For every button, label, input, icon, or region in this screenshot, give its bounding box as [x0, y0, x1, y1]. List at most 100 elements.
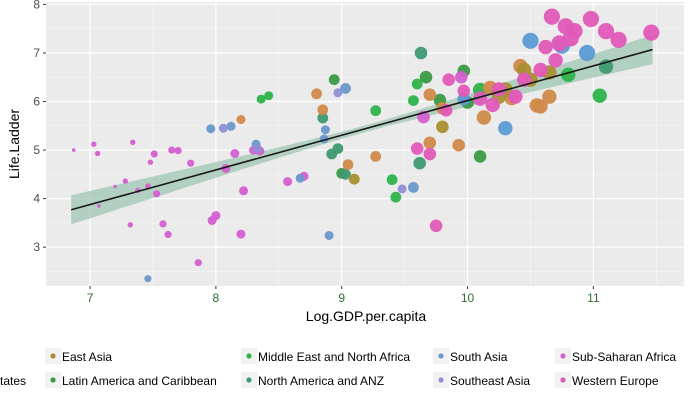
data-point	[538, 39, 553, 55]
data-point	[239, 186, 249, 196]
data-point	[429, 219, 443, 233]
legend-swatch	[50, 353, 56, 359]
data-point	[491, 82, 507, 97]
data-point	[582, 10, 600, 28]
grid-major	[46, 2, 684, 286]
legend-swatch	[560, 377, 566, 383]
x-tick-label: 8	[213, 291, 220, 305]
plot-background	[46, 2, 684, 286]
data-point	[252, 144, 262, 154]
data-point	[342, 159, 354, 171]
data-point	[597, 23, 615, 40]
data-point	[423, 136, 437, 150]
data-point	[159, 220, 167, 228]
data-point	[414, 46, 428, 60]
data-point	[317, 104, 329, 116]
data-point	[457, 84, 471, 98]
y-axis: 3 4 5 6 7 8	[33, 0, 46, 254]
legend-label: Latin America and Caribbean	[62, 374, 217, 388]
y-axis-title: Life.Ladder	[6, 109, 22, 179]
data-point	[127, 222, 133, 228]
data-point	[476, 110, 492, 125]
data-point	[145, 183, 151, 189]
data-point	[150, 150, 158, 158]
data-point	[236, 115, 246, 124]
data-point	[543, 8, 561, 25]
data-point	[452, 138, 466, 152]
y-tick-label: 3	[33, 240, 40, 254]
data-point	[311, 88, 322, 100]
data-point	[548, 53, 563, 68]
data-point	[472, 91, 488, 106]
data-point	[194, 259, 202, 267]
legend-swatch	[560, 353, 566, 359]
data-point	[522, 32, 539, 49]
y-tick-label: 8	[33, 0, 40, 11]
data-point	[164, 230, 172, 239]
data-point	[153, 190, 161, 198]
data-points	[71, 8, 660, 283]
y-tick-label: 5	[33, 143, 40, 157]
data-point	[97, 204, 101, 208]
legend-label: Middle East and North Africa	[258, 350, 410, 364]
data-point	[542, 89, 557, 104]
data-point	[283, 177, 293, 187]
data-point	[187, 159, 195, 167]
legend-label: South Asia	[450, 350, 508, 364]
data-point	[370, 151, 382, 162]
y-tick-label: 4	[33, 192, 40, 206]
legend-label: Southeast Asia	[450, 374, 530, 388]
legend: tates East Asia Latin America and Caribbe…	[0, 348, 676, 388]
data-point	[442, 73, 456, 86]
data-point	[147, 159, 154, 165]
trend-line-path	[70, 48, 653, 211]
data-point	[348, 173, 360, 185]
x-tick-label: 11	[587, 291, 600, 305]
data-point	[333, 88, 343, 98]
data-point	[320, 125, 330, 135]
x-tick-label: 7	[87, 291, 94, 305]
x-axis-title: Log.GDP.per.capita	[306, 308, 427, 324]
y-tick-label: 6	[33, 95, 40, 109]
data-point	[340, 168, 351, 180]
data-point	[122, 178, 128, 184]
data-point	[408, 182, 419, 193]
data-point	[419, 70, 433, 84]
legend-label: Sub-Saharan Africa	[572, 350, 676, 364]
y-tick-label: 7	[33, 46, 40, 60]
data-point	[423, 147, 437, 161]
data-point	[436, 120, 449, 134]
data-point	[91, 141, 97, 147]
data-point	[113, 184, 117, 189]
data-point	[410, 142, 424, 155]
data-point	[408, 95, 419, 106]
data-point	[508, 89, 523, 104]
data-point	[413, 156, 427, 170]
legend-label: Western Europe	[572, 374, 659, 388]
data-point	[211, 211, 221, 221]
data-point	[328, 74, 340, 86]
data-point	[236, 229, 246, 239]
x-tick-label: 9	[338, 291, 345, 305]
data-point	[386, 174, 398, 186]
legend-swatch	[50, 377, 56, 383]
legend-swatch	[438, 377, 444, 383]
data-point	[397, 184, 407, 194]
data-point	[455, 70, 468, 84]
data-point	[94, 150, 101, 157]
data-point	[332, 143, 344, 155]
data-point	[168, 146, 176, 154]
data-point	[130, 139, 136, 145]
data-point	[218, 123, 228, 133]
data-point	[370, 105, 382, 117]
data-point	[264, 91, 274, 101]
data-point	[610, 31, 627, 48]
data-point	[423, 88, 437, 101]
data-point	[485, 97, 500, 113]
data-point	[230, 149, 240, 158]
data-point	[592, 88, 607, 103]
data-point	[324, 231, 334, 240]
data-point	[533, 62, 548, 78]
x-tick-label: 10	[461, 291, 475, 305]
